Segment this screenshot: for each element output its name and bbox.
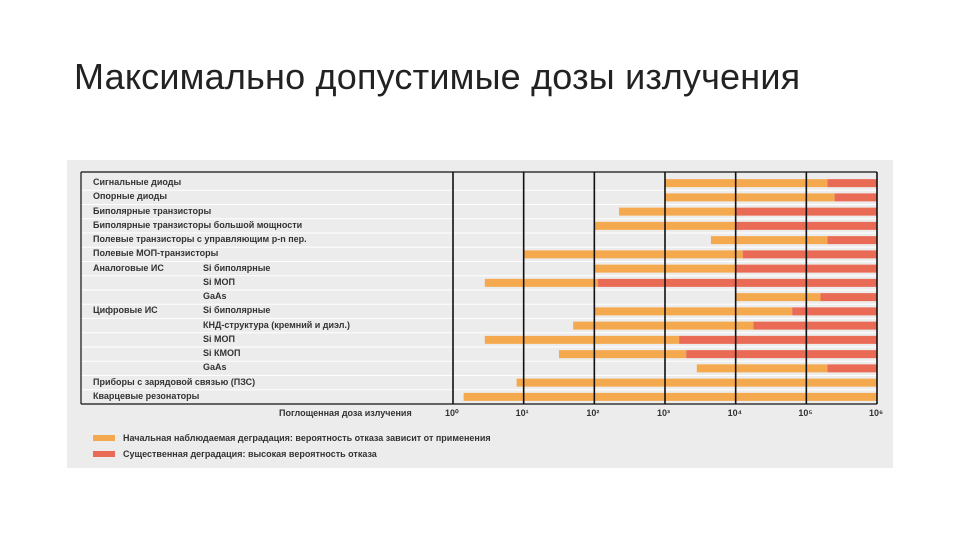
bar-initial-degradation [594, 307, 793, 316]
row-label: Si биполярные [203, 262, 271, 273]
row-label: GaAs [203, 291, 227, 302]
bar-significant-degradation [597, 278, 877, 287]
row-label: Опорные диоды [93, 191, 168, 202]
row-label: Кварцевые резонаторы [93, 390, 200, 401]
x-axis-label: Поглощенная доза излучения [279, 408, 412, 418]
row-label: Si биполярные [203, 305, 271, 316]
bar-initial-degradation [696, 364, 828, 373]
bar-initial-degradation [516, 378, 877, 387]
bar-initial-degradation [735, 293, 821, 302]
bar-initial-degradation [484, 278, 598, 287]
bar-initial-degradation [463, 392, 877, 401]
x-tick-label: 10⁴ [727, 408, 743, 418]
bar-initial-degradation [484, 335, 680, 344]
row-label: Сигнальные диоды [93, 177, 182, 188]
row-group-label: Аналоговые ИС [93, 262, 164, 273]
legend-swatch [93, 435, 115, 441]
row-label: Биполярные транзисторы большой мощности [93, 219, 303, 230]
legend-label: Существенная деградация: высокая вероятн… [123, 449, 377, 459]
bar-initial-degradation [665, 193, 835, 202]
legend-swatch [93, 451, 115, 457]
bar-significant-degradation [827, 364, 877, 373]
bar-significant-degradation [753, 321, 877, 330]
row-label: Si МОП [203, 333, 235, 344]
bar-significant-degradation [834, 193, 877, 202]
bar-initial-degradation [523, 250, 743, 259]
row-label: Si КМОП [203, 348, 241, 359]
row-label: GaAs [203, 362, 227, 373]
bar-initial-degradation [710, 236, 828, 245]
x-tick-label: 10³ [657, 408, 671, 418]
x-tick-label: 10⁶ [869, 408, 884, 418]
x-tick-label: 10¹ [515, 408, 529, 418]
bar-significant-degradation [792, 307, 877, 316]
row-label: Приборы с зарядовой связью (ПЗС) [93, 376, 256, 387]
x-tick-label: 10⁰ [445, 408, 459, 418]
chart-panel: Сигнальные диоды Опорные диоды Биполярные … [67, 160, 893, 468]
slide-title: Максимально допустимые дозы излучения [74, 56, 801, 97]
bar-initial-degradation [559, 350, 687, 359]
bar-significant-degradation [686, 350, 877, 359]
bar-significant-degradation [820, 293, 877, 302]
row-group-label: Цифровые ИС [93, 305, 158, 316]
bar-significant-degradation [827, 179, 877, 188]
bar-significant-degradation [827, 236, 877, 245]
row-label: Полевые транзисторы с управляющим p-n пе… [93, 234, 307, 245]
dose-chart [80, 171, 878, 405]
row-label: Полевые МОП-транзисторы [93, 248, 219, 259]
x-tick-label: 10² [586, 408, 600, 418]
row-label: Биполярные транзисторы [93, 205, 212, 216]
x-tick-label: 10⁵ [798, 408, 813, 418]
bar-significant-degradation [679, 335, 877, 344]
legend-label: Начальная наблюдаемая деградация: вероят… [123, 433, 491, 443]
bar-initial-degradation [573, 321, 754, 330]
row-label: КНД-структура (кремний и диэл.) [203, 319, 351, 330]
bar-initial-degradation [665, 179, 828, 188]
row-label: Si МОП [203, 276, 235, 287]
bar-significant-degradation [742, 250, 877, 259]
bar-initial-degradation [619, 207, 736, 216]
